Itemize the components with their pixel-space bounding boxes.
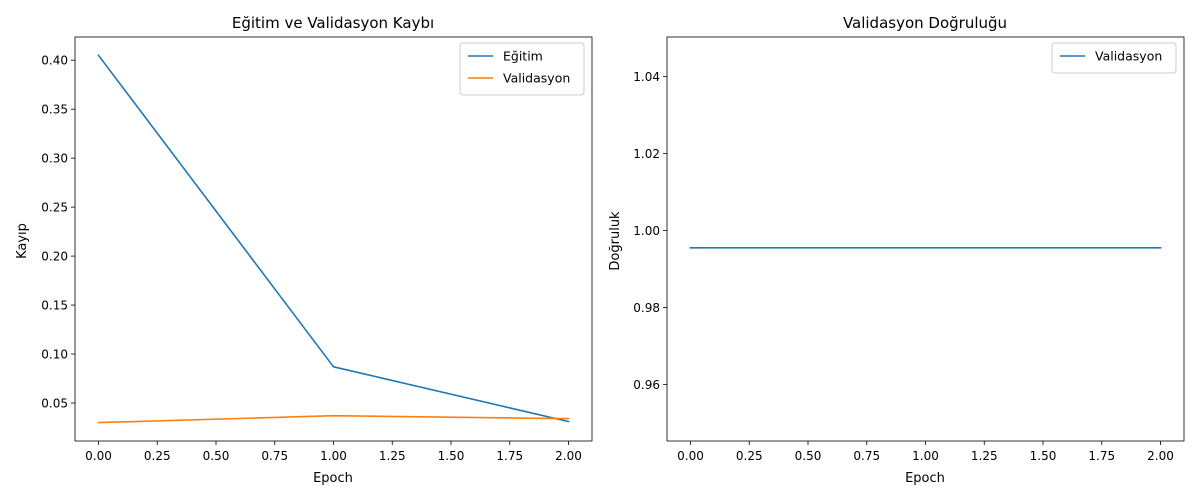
accuracy-legend-label-1: Validasyon [1095, 49, 1162, 64]
loss-y-tick-label: 0.35 [41, 103, 68, 117]
loss-y-tick-label: 0.15 [41, 299, 68, 313]
accuracy-chart-ylabel: Doğruluk [608, 211, 623, 271]
loss-chart-xlabel: Epoch [313, 471, 353, 486]
accuracy-y-tick-label: 0.96 [633, 378, 660, 392]
loss-y-tick-label: 0.40 [41, 54, 68, 68]
loss-series-line-1 [97, 54, 570, 423]
loss-y-tick-label: 0.30 [41, 152, 68, 166]
loss-x-tick-label: 0.50 [203, 449, 230, 463]
loss-x-tick-label: 0.75 [261, 449, 288, 463]
loss-legend: Eğitim Validasyon [459, 42, 585, 96]
accuracy-x-tick-label: 1.25 [971, 449, 998, 463]
loss-x-tick-label: 1.50 [438, 449, 465, 463]
accuracy-x-tick-label: 0.50 [795, 449, 822, 463]
accuracy-axes-frame [666, 36, 1185, 442]
accuracy-legend-box [1051, 42, 1177, 74]
accuracy-x-tick-label: 0.25 [736, 449, 763, 463]
loss-x-tick-label: 0.25 [144, 449, 171, 463]
accuracy-chart-xlabel: Epoch [905, 471, 945, 486]
accuracy-y-tick-label: 1.00 [633, 224, 660, 238]
accuracy-legend: Validasyon [1051, 42, 1177, 74]
accuracy-x-tick-label: 1.50 [1030, 449, 1057, 463]
loss-y-tick-label: 0.20 [41, 250, 68, 264]
loss-x-tick-label: 2.00 [555, 449, 582, 463]
accuracy-y-tick-label: 1.02 [633, 147, 660, 161]
accuracy-chart-panel: Validasyon Doğruluğu Epoch Doğruluk 0.00… [608, 14, 1185, 486]
accuracy-x-tick-label: 1.75 [1088, 449, 1115, 463]
loss-chart-ylabel: Kayıp [15, 223, 30, 259]
accuracy-x-tick-label: 1.00 [912, 449, 939, 463]
loss-x-tick-label: 1.75 [496, 449, 523, 463]
loss-chart-title: Eğitim ve Validasyon Kaybı [232, 14, 434, 32]
accuracy-chart-title: Validasyon Doğruluğu [843, 14, 1007, 32]
accuracy-x-tick-label: 0.75 [853, 449, 880, 463]
loss-y-tick-label: 0.05 [41, 396, 68, 410]
accuracy-x-tick-label: 0.00 [677, 449, 704, 463]
loss-series-line-2 [97, 414, 570, 424]
loss-x-tick-label: 0.00 [85, 449, 112, 463]
loss-legend-label-2: Validasyon [503, 71, 570, 86]
loss-chart-panel: Eğitim ve Validasyon Kaybı Epoch Kayıp 0… [15, 14, 593, 486]
loss-y-tick-label: 0.25 [41, 201, 68, 215]
loss-legend-label-1: Eğitim [503, 49, 543, 64]
loss-axes-frame [74, 36, 593, 442]
loss-y-tick-label: 0.10 [41, 348, 68, 362]
accuracy-y-tick-label: 1.04 [633, 70, 660, 84]
loss-x-tick-label: 1.00 [320, 449, 347, 463]
accuracy-x-tick-label: 2.00 [1147, 449, 1174, 463]
accuracy-y-tick-label: 0.98 [633, 301, 660, 315]
loss-x-tick-label: 1.25 [379, 449, 406, 463]
